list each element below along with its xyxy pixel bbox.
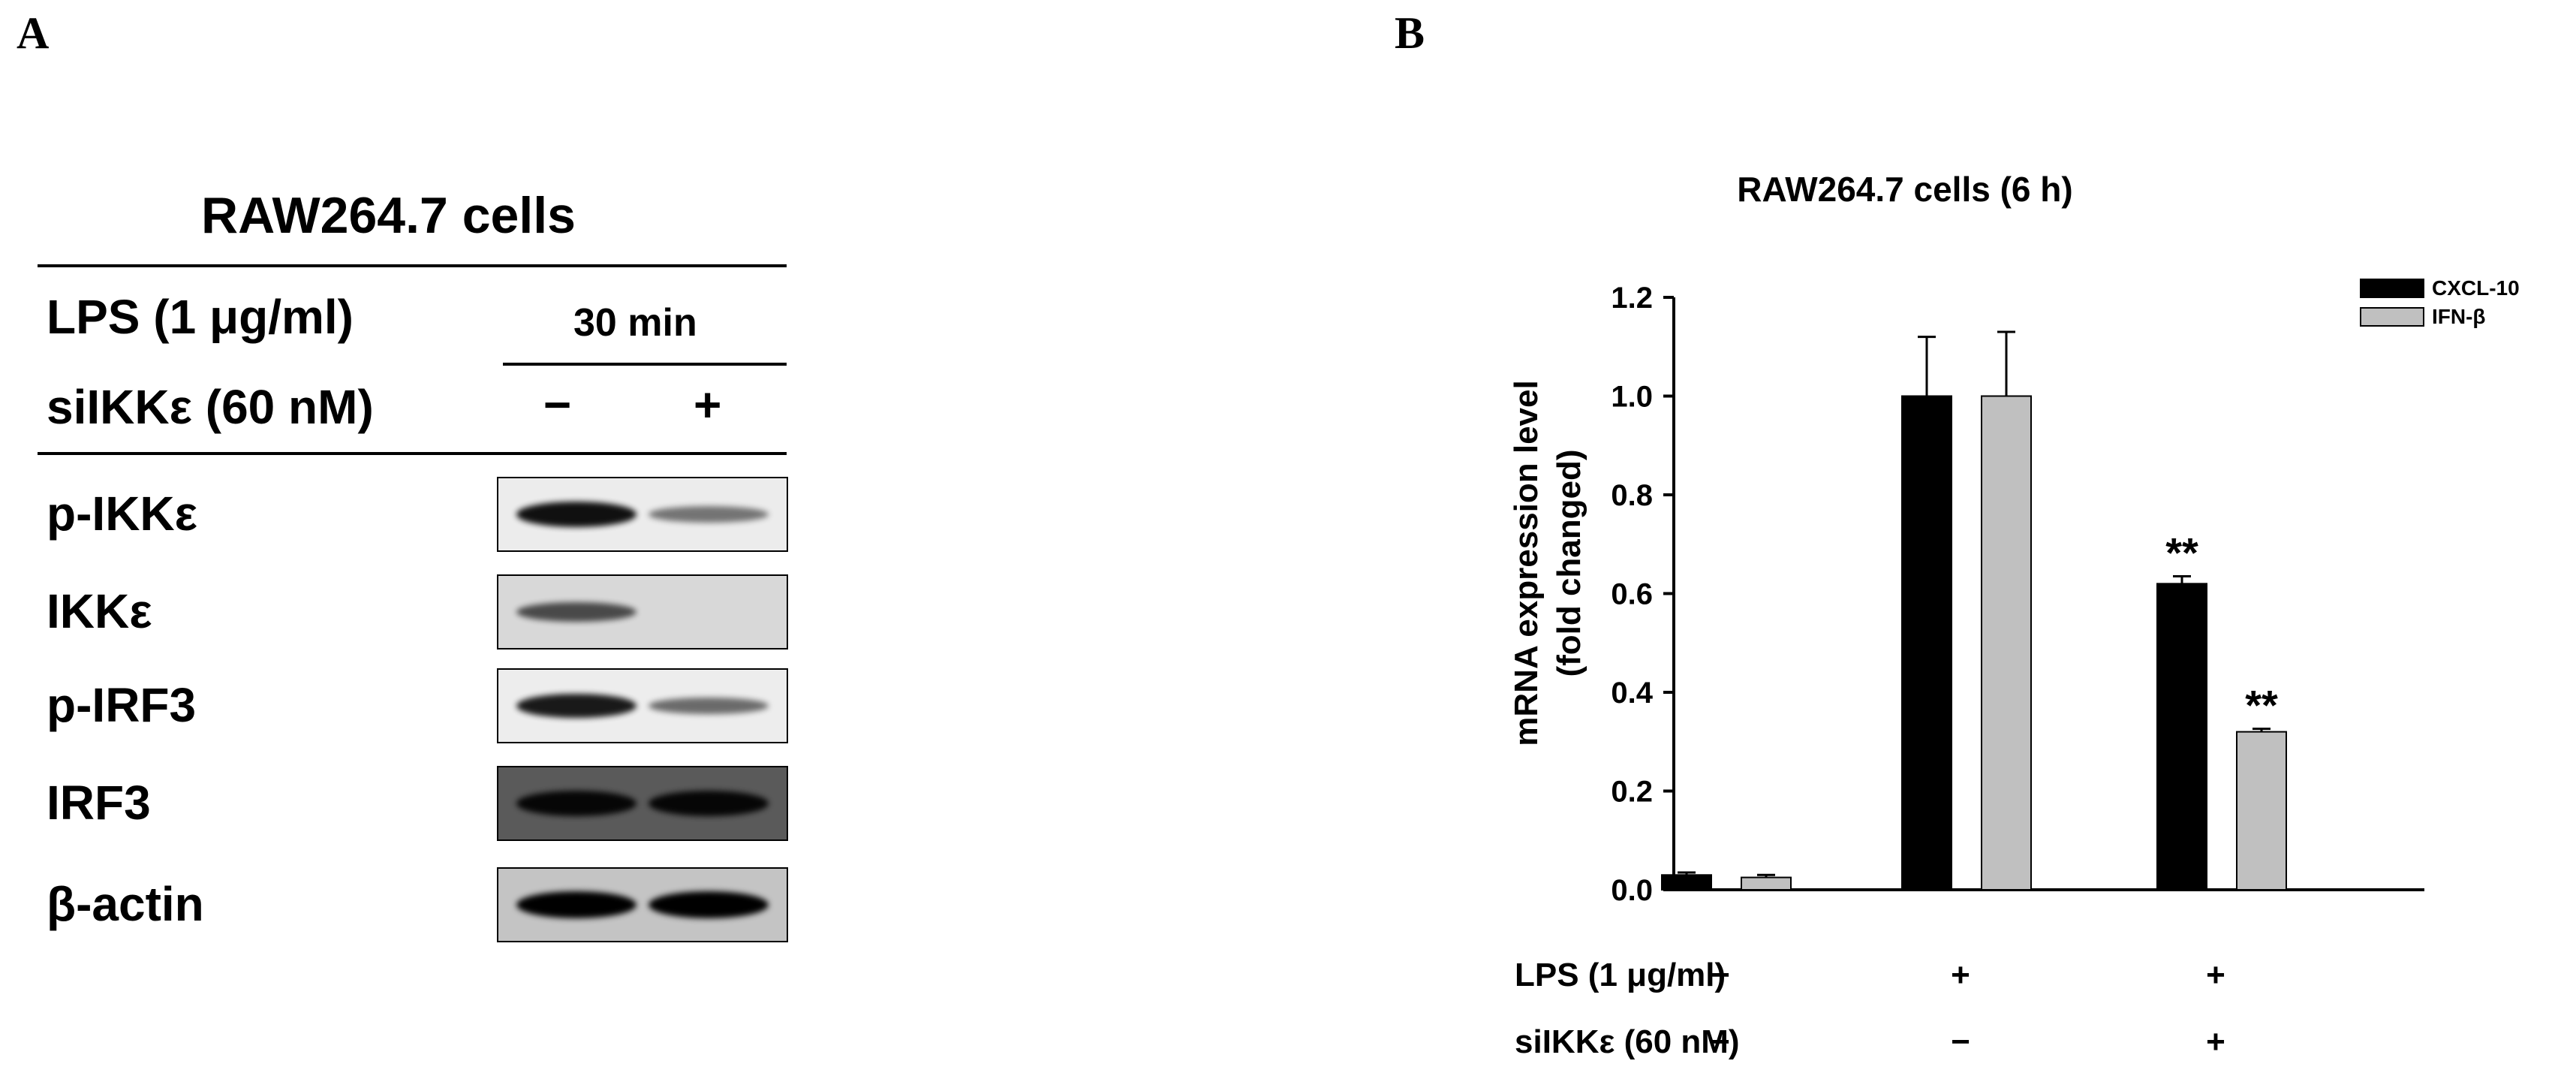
- si-sign: −: [1711, 1023, 1730, 1060]
- blot-image: [497, 668, 788, 743]
- bar: [1981, 395, 2032, 891]
- y-tick-label: 0.8: [1611, 479, 1653, 512]
- time-underline: [503, 363, 787, 366]
- legend-swatch: [2360, 307, 2424, 327]
- bar: [2156, 583, 2207, 891]
- y-axis-label-line-1: mRNA expression level: [1508, 380, 1545, 746]
- blot-band: [516, 601, 636, 622]
- blot-band: [516, 693, 636, 719]
- blot-band: [649, 506, 769, 523]
- lps-sign: −: [1711, 957, 1730, 993]
- lane-2-sign: +: [694, 378, 722, 432]
- blot-row-label: IRF3: [47, 776, 151, 830]
- panel-b-letter: B: [1395, 8, 1425, 58]
- blot-title: RAW264.7 cells: [201, 187, 576, 244]
- bar: [1901, 395, 1952, 891]
- y-ticks: 0.0 0.2 0.4 0.6 0.8 1.0 1.2: [1611, 282, 1674, 907]
- axes: [1672, 297, 2424, 891]
- blot-band: [516, 502, 636, 527]
- chart-title: RAW264.7 cells (6 h): [1737, 170, 2072, 209]
- blot-row-label: β-actin: [47, 877, 204, 931]
- blot-image: [497, 766, 788, 841]
- significance-marker: **: [2245, 682, 2278, 729]
- lps-label: LPS (1 μg/ml): [47, 290, 354, 344]
- condition-table: LPS (1 μg/ml)siIKKε (60 nM)−−+−++: [1515, 957, 2225, 1060]
- legend-swatch: [2360, 279, 2424, 298]
- significance-marker: **: [2165, 529, 2198, 576]
- blot-header-rule: [38, 452, 787, 455]
- si-sign: +: [2206, 1023, 2225, 1060]
- lane-1-sign: −: [543, 378, 572, 432]
- blot-top-rule: [38, 264, 787, 267]
- y-tick-label: 0.6: [1611, 578, 1653, 611]
- blot-row-label: p-IRF3: [47, 678, 197, 732]
- blot-row-label: p-IKKε: [47, 487, 197, 541]
- blot-band: [649, 697, 769, 715]
- condition-row-label: LPS (1 μg/ml): [1515, 957, 1726, 993]
- bar: [1741, 876, 1792, 891]
- legend-label: CXCL-10: [2432, 276, 2520, 300]
- y-tick-label: 1.2: [1611, 282, 1653, 315]
- si-label: siIKKε (60 nM): [47, 380, 374, 434]
- blot-image: [497, 477, 788, 552]
- y-tick-label: 0.2: [1611, 776, 1653, 809]
- legend-label: IFN-β: [2432, 305, 2486, 328]
- blot-row-label: IKKε: [47, 584, 152, 638]
- y-tick-label: 0.0: [1611, 874, 1653, 907]
- time-label: 30 min: [573, 301, 697, 345]
- blot-band: [516, 791, 636, 816]
- blot-image: [497, 574, 788, 650]
- panel-a-letter: A: [17, 8, 50, 58]
- blot-image: [497, 867, 788, 942]
- blot-band: [649, 791, 769, 816]
- si-sign: −: [1951, 1023, 1970, 1060]
- y-axis-label: mRNA expression level (fold changed): [1508, 380, 1587, 746]
- bars: ** **: [1661, 330, 2287, 891]
- lps-sign: +: [1951, 957, 1970, 993]
- blot-band: [516, 891, 636, 918]
- condition-row-label: siIKKε (60 nM): [1515, 1023, 1740, 1060]
- blot-band: [649, 891, 769, 918]
- y-tick-label: 1.0: [1611, 381, 1653, 414]
- bar-chart: RAW264.7 cells (6 h) mRNA expression lev…: [1508, 170, 2520, 1060]
- bar: [2236, 731, 2287, 891]
- y-tick-label: 0.4: [1611, 677, 1653, 710]
- bar: [1661, 874, 1712, 891]
- y-axis-label-line-2: (fold changed): [1551, 449, 1587, 677]
- lps-sign: +: [2206, 957, 2225, 993]
- legend: CXCL-10 IFN-β: [2360, 276, 2520, 328]
